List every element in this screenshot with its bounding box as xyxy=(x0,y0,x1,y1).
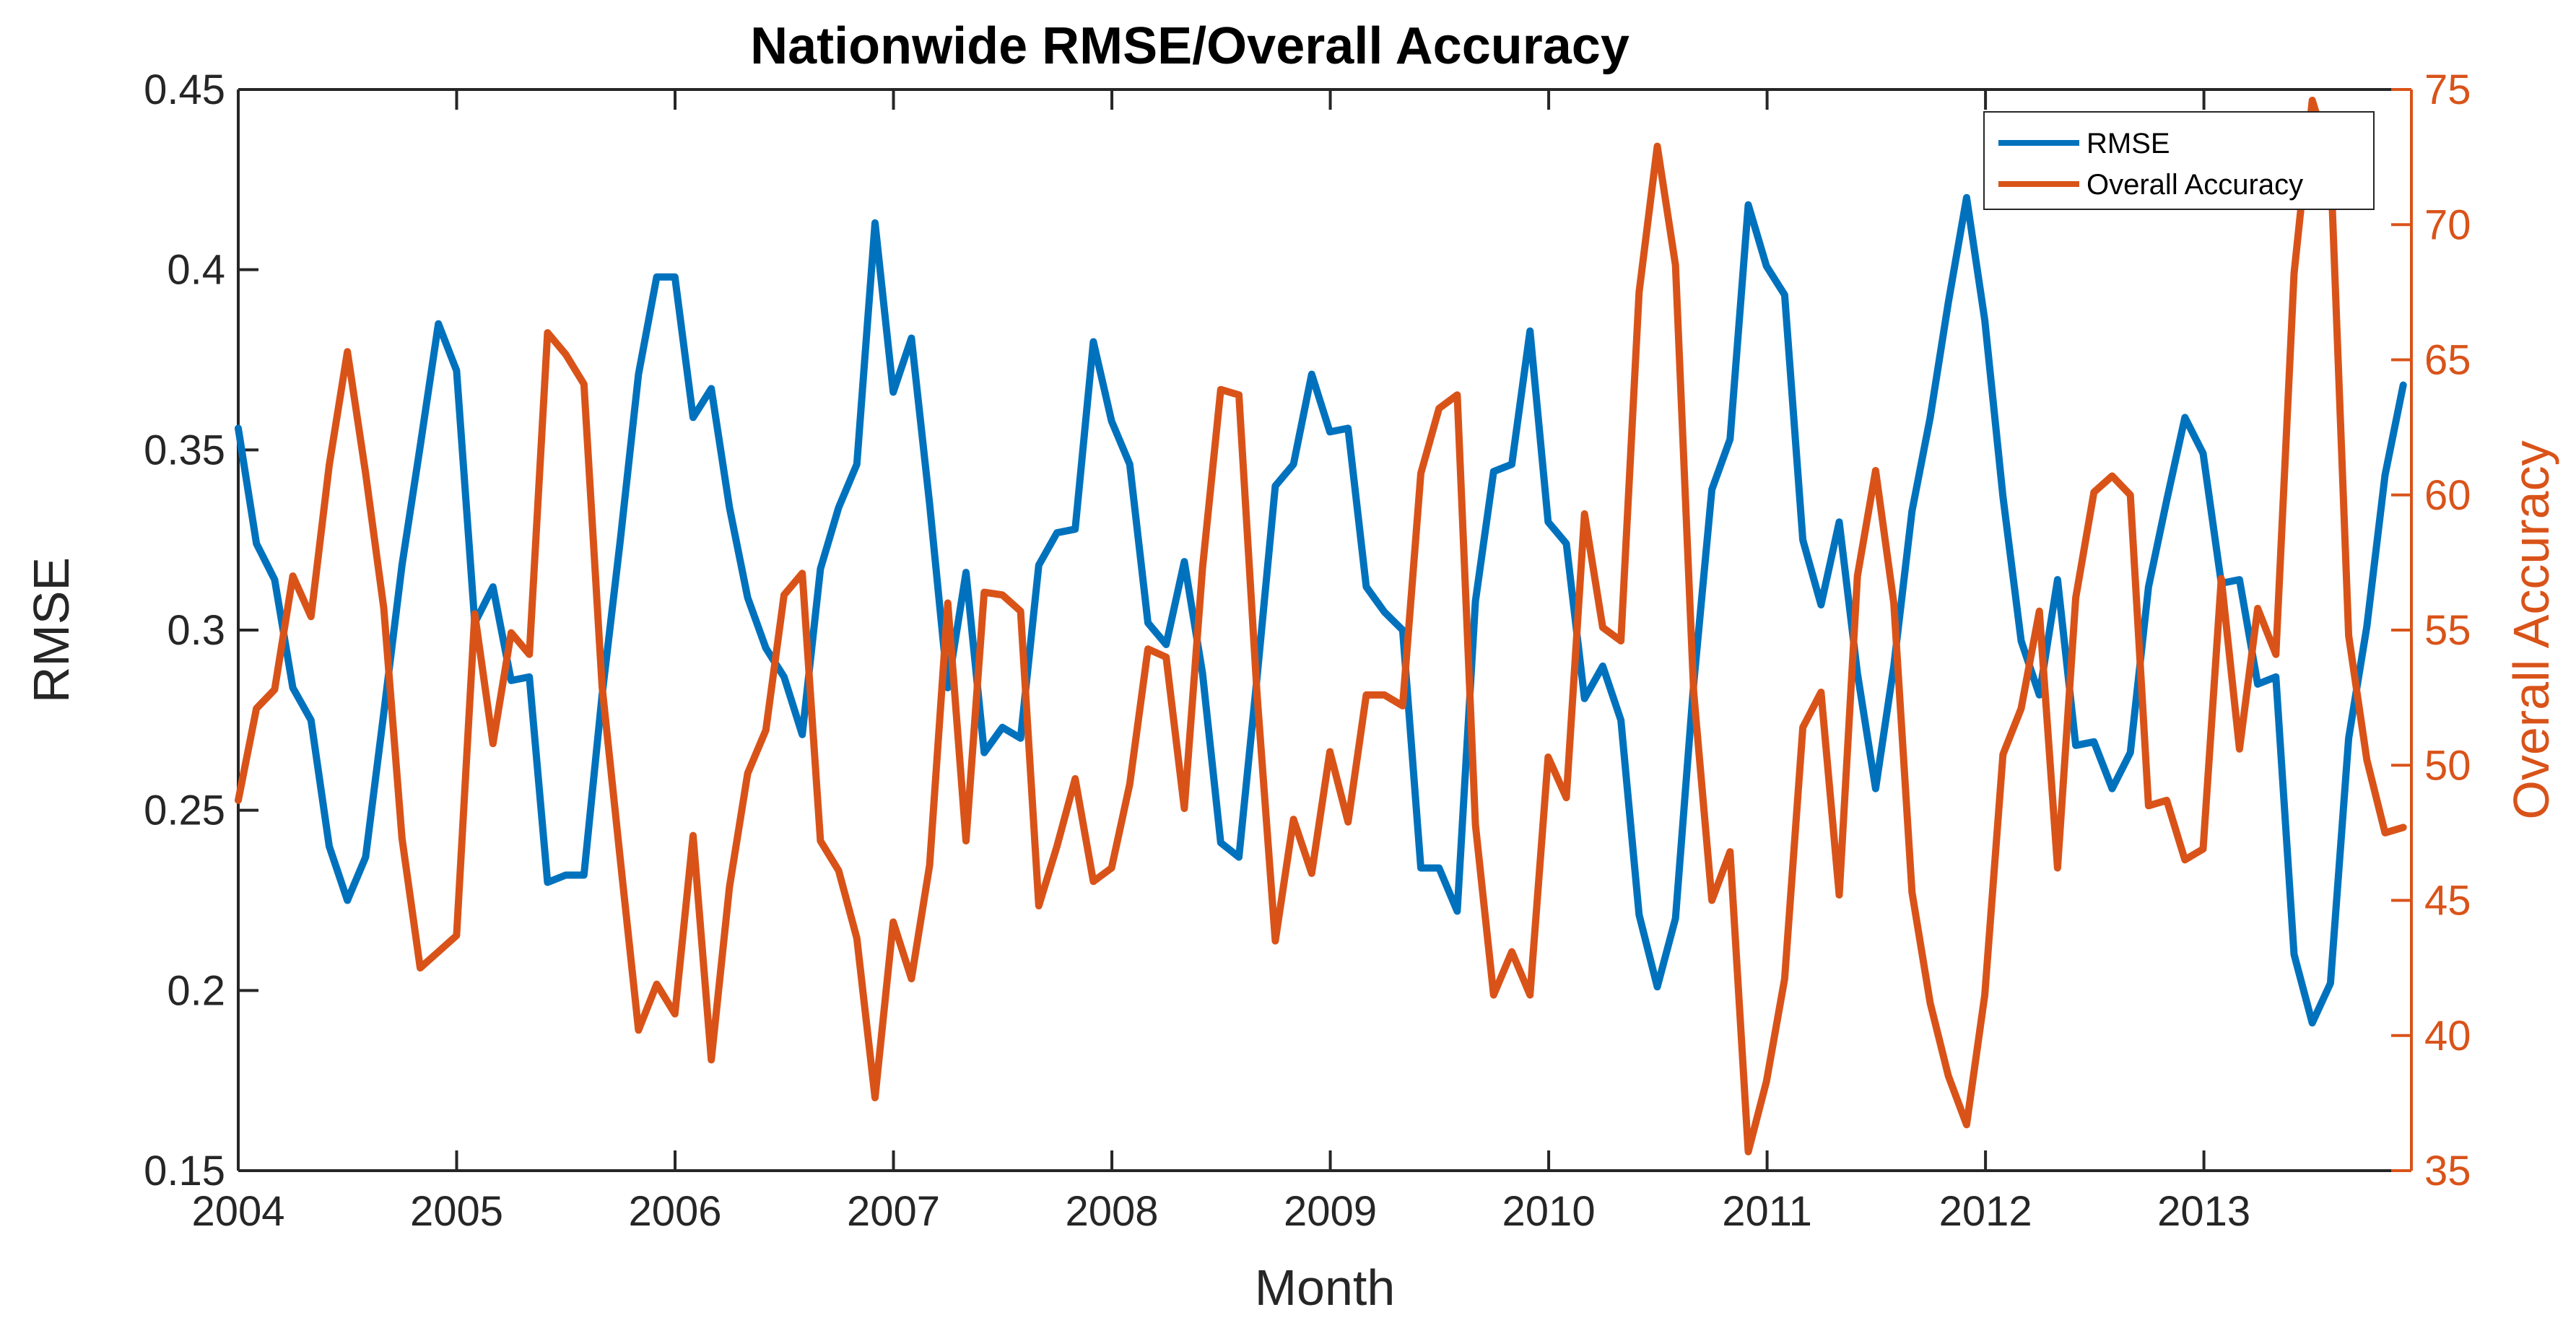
left-y-tick-label-0.25: 0.25 xyxy=(144,787,225,834)
legend-box xyxy=(1983,111,2375,210)
right-y-tick-label-45: 45 xyxy=(2424,878,2471,925)
right-y-tick-label-75: 75 xyxy=(2424,66,2471,113)
legend-label-accuracy: Overall Accuracy xyxy=(2087,169,2303,201)
right-y-ticks: 35 40 45 50 55 60 65 70 75 xyxy=(2391,66,2471,1194)
right-y-axis-label: Overall Accuracy xyxy=(2503,440,2559,819)
right-y-tick-label-35: 35 xyxy=(2424,1148,2471,1194)
right-y-tick-label-40: 40 xyxy=(2424,1013,2471,1060)
right-y-tick-label-55: 55 xyxy=(2424,607,2471,654)
left-y-tick-label-0.45: 0.45 xyxy=(144,66,225,113)
x-tick-label-2012: 2012 xyxy=(1939,1188,2032,1235)
left-y-axis-label: RMSE xyxy=(23,557,79,703)
x-tick-label-2008: 2008 xyxy=(1066,1188,1159,1235)
left-y-tick-label-0.35: 0.35 xyxy=(144,427,225,473)
left-y-ticks: 0.15 0.2 0.25 0.3 0.35 0.4 0.45 xyxy=(144,66,258,1194)
x-tick-label-2011: 2011 xyxy=(1722,1188,1812,1235)
x-tick-label-2007: 2007 xyxy=(847,1188,940,1235)
left-y-tick-label-0.3: 0.3 xyxy=(167,607,225,654)
x-tick-label-2005: 2005 xyxy=(410,1188,503,1235)
x-axis-label: Month xyxy=(1255,1259,1396,1316)
x-tick-label-2004: 2004 xyxy=(191,1188,284,1235)
x-tick-label-2010: 2010 xyxy=(1502,1188,1596,1235)
x-tick-label-2009: 2009 xyxy=(1284,1188,1377,1235)
left-y-tick-label-0.4: 0.4 xyxy=(167,247,225,294)
right-y-tick-label-65: 65 xyxy=(2424,337,2471,384)
right-y-tick-label-50: 50 xyxy=(2424,742,2471,789)
right-y-tick-label-70: 70 xyxy=(2424,201,2471,248)
left-y-tick-label-0.2: 0.2 xyxy=(167,967,225,1014)
legend: RMSE Overall Accuracy xyxy=(1983,111,2375,210)
right-y-tick-label-60: 60 xyxy=(2424,472,2471,519)
series-line-overall-accuracy xyxy=(235,97,2407,1156)
series-lines xyxy=(235,97,2407,1156)
x-tick-label-2006: 2006 xyxy=(629,1188,722,1235)
x-ticks: 2004 2005 2006 2007 2008 2009 2010 2011 2012 2013 xyxy=(191,89,2250,1235)
legend-label-rmse: RMSE xyxy=(2087,128,2170,160)
left-y-tick-label-0.15: 0.15 xyxy=(144,1148,225,1194)
x-tick-label-2013: 2013 xyxy=(2157,1188,2250,1235)
chart-title: Nationwide RMSE/Overall Accuracy xyxy=(750,17,1629,75)
